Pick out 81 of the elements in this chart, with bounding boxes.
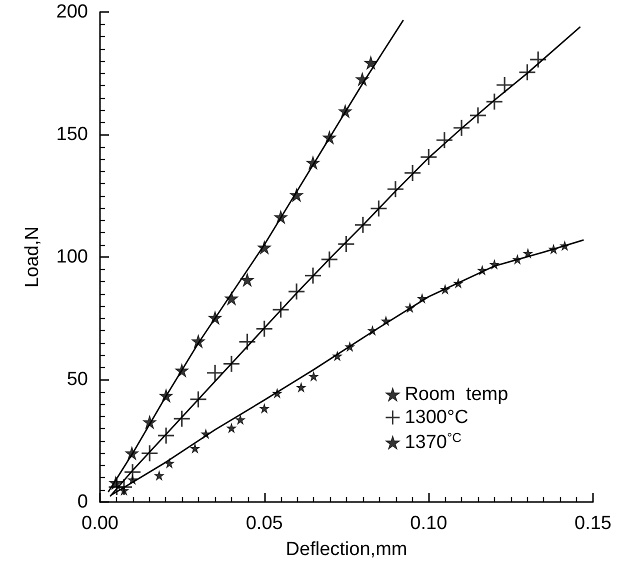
point <box>486 92 504 110</box>
point <box>469 106 487 124</box>
point <box>206 364 224 382</box>
point <box>518 63 536 82</box>
point <box>260 404 270 414</box>
point <box>306 156 320 170</box>
point <box>272 388 282 398</box>
point <box>125 446 139 460</box>
point <box>404 164 422 182</box>
point <box>208 310 222 325</box>
point <box>529 50 547 68</box>
point <box>354 216 372 234</box>
point <box>190 444 200 454</box>
point <box>119 486 129 496</box>
point <box>355 72 370 86</box>
point <box>477 265 488 276</box>
point <box>512 254 522 264</box>
point <box>332 351 342 361</box>
point <box>405 302 415 313</box>
point <box>290 188 304 202</box>
point <box>386 180 404 198</box>
point <box>236 414 246 424</box>
point <box>272 300 290 318</box>
point <box>417 294 427 304</box>
point <box>256 320 274 338</box>
point <box>157 426 175 444</box>
point <box>164 458 174 468</box>
point <box>173 410 191 428</box>
y-axis-title: Load,N <box>22 226 43 288</box>
legend-label: Room temp <box>404 384 508 405</box>
point <box>288 282 306 300</box>
point <box>452 119 470 137</box>
y-tick-label: 100 <box>56 246 88 268</box>
point <box>115 478 133 496</box>
point <box>189 390 208 408</box>
y-tick-label: 200 <box>56 2 88 22</box>
point <box>338 104 352 118</box>
point <box>304 266 322 284</box>
point <box>258 240 272 254</box>
point <box>238 332 256 351</box>
x-axis-title: Deflection,mm <box>286 539 408 560</box>
point <box>274 210 288 224</box>
point <box>436 131 454 149</box>
point <box>337 235 355 253</box>
x-tick-label: 0.15 <box>574 513 612 534</box>
point <box>140 444 158 462</box>
y-tick-label: 150 <box>56 124 88 145</box>
point <box>420 148 438 166</box>
x-tick-label: 0.10 <box>410 513 448 534</box>
point <box>308 372 318 382</box>
y-tick-label: 50 <box>66 369 88 390</box>
point <box>201 429 211 439</box>
point <box>322 130 336 144</box>
point <box>154 470 164 480</box>
point <box>240 272 254 287</box>
point <box>296 382 306 392</box>
point <box>548 244 558 254</box>
point <box>191 334 206 348</box>
point <box>440 284 450 294</box>
point <box>175 364 189 378</box>
point <box>222 355 240 373</box>
point <box>364 56 378 70</box>
point <box>490 260 500 270</box>
point <box>159 388 173 402</box>
point <box>381 316 391 326</box>
x-tick-label: 0.00 <box>82 513 118 534</box>
point <box>496 76 514 94</box>
x-tick-label: 0.05 <box>246 513 283 534</box>
point <box>128 474 138 485</box>
point <box>368 326 378 336</box>
point <box>320 250 338 268</box>
legend-label: 1300°C <box>404 407 468 428</box>
y-tick-label: 0 <box>77 492 88 512</box>
point <box>560 240 570 251</box>
point <box>453 278 464 288</box>
point <box>142 415 156 429</box>
point <box>370 200 388 218</box>
point <box>224 292 238 306</box>
point <box>226 423 236 433</box>
point <box>523 248 533 258</box>
point <box>344 342 355 352</box>
